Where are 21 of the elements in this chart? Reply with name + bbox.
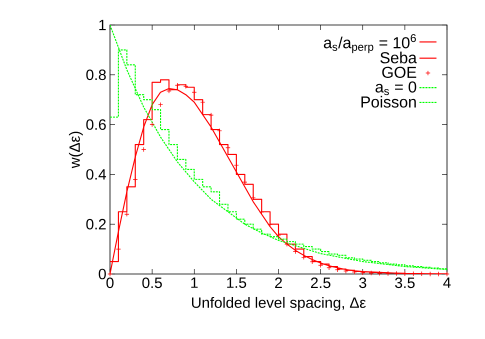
y-tick-label: 0.8	[86, 70, 106, 80]
x-tick-label: 3.5	[395, 278, 415, 288]
y-tick-label: 0.2	[86, 218, 106, 230]
y-tick-label: 0.4	[86, 169, 106, 180]
y-tick-label: 0.6	[86, 119, 106, 130]
y-tick-label: 1	[99, 20, 106, 30]
legend-label: Poisson	[361, 96, 416, 108]
x-tick-label: 2	[275, 278, 282, 288]
y-axis-title: w(Δε)	[68, 132, 83, 168]
x-tick-label: 4	[443, 278, 451, 288]
y-tick-label: 0	[98, 268, 106, 280]
x-tick-label: 3	[359, 278, 366, 288]
x-axis-title: Unfolded level spacing, Δε	[192, 296, 366, 311]
legend-label: Seba	[380, 52, 417, 64]
x-tick-label: 1.5	[227, 278, 246, 288]
legend-label: GOE	[382, 66, 416, 78]
x-tick-label: 2.5	[310, 278, 330, 288]
x-tick-label: 1	[191, 278, 198, 288]
x-tick-label: 0.5	[142, 278, 162, 288]
x-tick-label: 0	[106, 278, 114, 288]
legend-label: a$_{s}$ = 0	[376, 81, 416, 96]
